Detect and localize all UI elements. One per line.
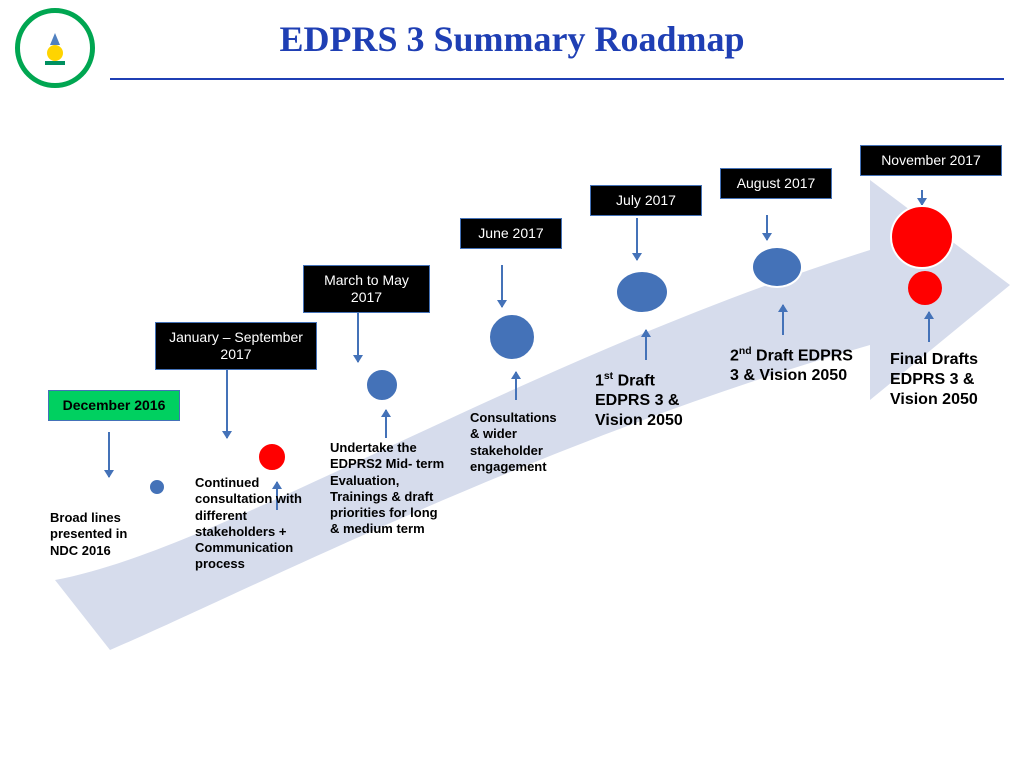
arrow-down-icon — [501, 265, 503, 307]
milestone-marker — [257, 442, 287, 472]
milestone-desc: 2nd Draft EDPRS 3 & Vision 2050 — [730, 345, 860, 386]
milestone-desc: Continued consultation with different st… — [195, 475, 315, 573]
milestone-marker — [751, 246, 803, 288]
page-title: EDPRS 3 Summary Roadmap — [0, 18, 1024, 60]
arrow-down-icon — [108, 432, 110, 477]
date-box-4: July 2017 — [590, 185, 702, 216]
roadmap-stage: December 2016 Broad lines presented in ND… — [0, 90, 1024, 760]
arrow-down-icon — [357, 312, 359, 362]
milestone-desc: Final Drafts EDPRS 3 & Vision 2050 — [890, 350, 980, 410]
arrow-up-icon — [385, 410, 387, 438]
arrow-up-icon — [928, 312, 930, 342]
arrow-up-icon — [782, 305, 784, 335]
milestone-marker — [908, 271, 942, 305]
milestone-desc: Consultations & wider stakeholder engage… — [470, 410, 565, 475]
arrow-down-icon — [636, 218, 638, 260]
header-rule — [110, 78, 1004, 80]
date-box-2: March to May 2017 — [303, 265, 430, 313]
milestone-marker — [488, 313, 536, 361]
date-box-3: June 2017 — [460, 218, 562, 249]
milestone-marker — [148, 478, 166, 496]
date-box-5: August 2017 — [720, 168, 832, 199]
milestone-desc: Undertake the EDPRS2 Mid- term Evaluatio… — [330, 440, 445, 538]
arrow-down-icon — [921, 190, 923, 205]
milestone-marker — [890, 205, 954, 269]
milestone-marker — [365, 368, 399, 402]
date-box-6: November 2017 — [860, 145, 1002, 176]
milestone-marker — [615, 270, 669, 314]
arrow-down-icon — [766, 215, 768, 240]
arrow-down-icon — [226, 370, 228, 438]
arrow-up-icon — [515, 372, 517, 400]
date-box-1: January – September 2017 — [155, 322, 317, 370]
milestone-desc: 1st Draft EDPRS 3 & Vision 2050 — [595, 370, 710, 431]
date-box-0: December 2016 — [48, 390, 180, 421]
milestone-desc: Broad lines presented in NDC 2016 — [50, 510, 150, 559]
arrow-up-icon — [645, 330, 647, 360]
